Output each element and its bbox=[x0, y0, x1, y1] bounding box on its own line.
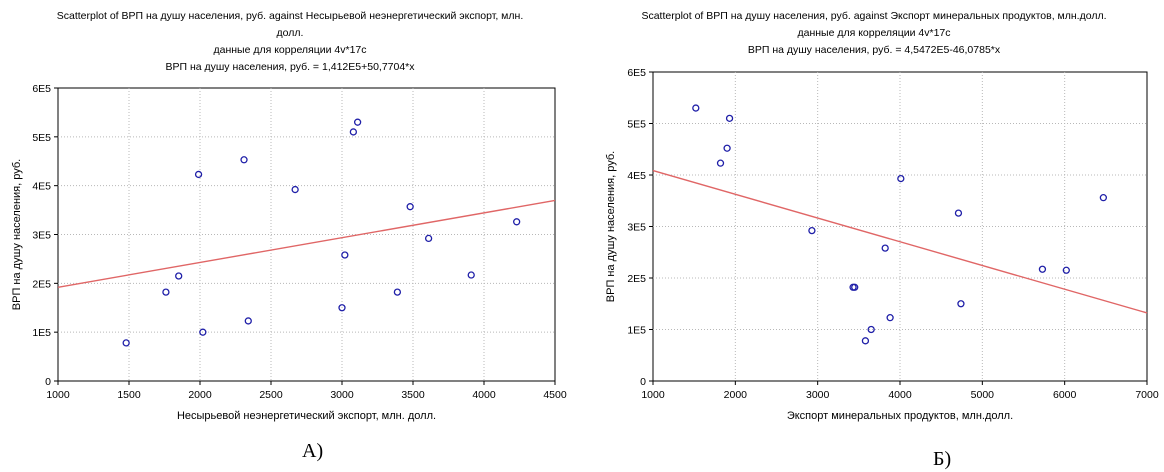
chart-title-block: Scatterplot of ВРП на душу населения, ру… bbox=[584, 8, 1164, 59]
data-point bbox=[513, 218, 521, 226]
y-tick-label: 2E5 bbox=[627, 273, 646, 285]
data-point bbox=[349, 128, 358, 136]
scatterplot-panel-b: Scatterplot of ВРП на душу населения, ру… bbox=[584, 0, 1164, 472]
y-tick-label: 0 bbox=[45, 376, 51, 388]
scatterplot-a-canvas: 1000 1500 2000 2500 3000 3500 4000 4500 0 1E5 2E5 3… bbox=[11, 83, 567, 422]
y-tick-label: 1E5 bbox=[32, 327, 51, 339]
x-tick-label: 2000 bbox=[724, 389, 748, 401]
x-tick-label: 4000 bbox=[888, 389, 912, 401]
data-point bbox=[244, 317, 252, 325]
data-point bbox=[406, 203, 414, 211]
data-point bbox=[424, 234, 433, 243]
x-tick-label: 3500 bbox=[401, 389, 425, 401]
chart-title-block: Scatterplot of ВРП на душу населения, ру… bbox=[0, 8, 580, 76]
y-tick-label: 2E5 bbox=[32, 278, 51, 290]
x-tick-label: 5000 bbox=[971, 389, 995, 401]
y-tick-label: 3E5 bbox=[627, 222, 646, 234]
data-point bbox=[867, 325, 875, 334]
data-point bbox=[467, 271, 475, 279]
y-tick-label: 0 bbox=[640, 376, 646, 388]
data-point bbox=[861, 337, 870, 345]
x-tick-label: 1000 bbox=[46, 389, 70, 401]
regression-line bbox=[57, 199, 556, 288]
y-tick-label: 1E5 bbox=[627, 325, 646, 337]
y-tick-label: 4E5 bbox=[627, 170, 646, 182]
data-point bbox=[725, 114, 734, 122]
data-point bbox=[954, 209, 963, 217]
x-axis-title: Экспорт минеральных продуктов, млн.долл. bbox=[787, 410, 1013, 422]
data-point bbox=[162, 288, 170, 296]
regression-line bbox=[652, 169, 1148, 314]
chart-title-line-2: долл. bbox=[276, 27, 304, 39]
chart-subtitle: данные для корреляции 4v*17c bbox=[797, 27, 951, 39]
x-tick-label: 2000 bbox=[188, 389, 212, 401]
regression-equation: ВРП на душу населения, руб. = 1,412E5+50… bbox=[165, 61, 415, 73]
y-axis-title: ВРП на душу населения, руб. bbox=[605, 151, 617, 302]
regression-equation: ВРП на душу населения, руб. = 4,5472E5-4… bbox=[747, 44, 1001, 56]
x-tick-label: 7000 bbox=[1135, 389, 1159, 401]
data-point bbox=[1038, 265, 1047, 273]
x-tick-label: 6000 bbox=[1053, 389, 1077, 401]
x-tick-label: 1000 bbox=[641, 389, 665, 401]
data-point bbox=[1062, 266, 1070, 274]
data-point bbox=[716, 159, 725, 167]
x-tick-label: 1500 bbox=[117, 389, 141, 401]
y-tick-label: 6E5 bbox=[32, 83, 51, 95]
y-tick-label: 3E5 bbox=[32, 230, 51, 242]
data-point bbox=[338, 304, 346, 312]
data-point bbox=[692, 104, 700, 112]
data-point bbox=[291, 185, 299, 194]
scatterplot-panel-a: Scatterplot of ВРП на душу населения, ру… bbox=[0, 0, 580, 472]
data-point bbox=[897, 174, 905, 183]
y-axis-title: ВРП на душу населения, руб. bbox=[11, 159, 23, 310]
data-point bbox=[240, 156, 248, 164]
data-point bbox=[199, 328, 207, 336]
x-tick-label: 3000 bbox=[806, 389, 830, 401]
panel-caption-a: A) bbox=[302, 440, 324, 462]
data-point bbox=[808, 226, 816, 235]
data-point bbox=[175, 272, 183, 280]
data-point bbox=[723, 144, 731, 152]
data-point bbox=[1099, 194, 1108, 202]
data-point bbox=[957, 300, 965, 308]
data-point bbox=[881, 244, 889, 252]
x-axis-title: Несырьевой неэнергетический экспорт, млн… bbox=[177, 410, 436, 422]
data-point bbox=[341, 251, 349, 259]
panel-caption-b: Б) bbox=[933, 448, 952, 470]
data-point bbox=[393, 288, 402, 296]
y-tick-label: 5E5 bbox=[32, 132, 51, 144]
data-point bbox=[851, 283, 859, 291]
x-tick-label: 3000 bbox=[330, 389, 354, 401]
data-point bbox=[353, 118, 362, 126]
chart-title-line-1: Scatterplot of ВРП на душу населения, ру… bbox=[56, 10, 524, 22]
y-tick-label: 5E5 bbox=[627, 119, 646, 131]
x-tick-label: 2500 bbox=[259, 389, 283, 401]
x-tick-label: 4500 bbox=[543, 389, 567, 401]
chart-title-line-1: Scatterplot of ВРП на душу населения, ру… bbox=[641, 10, 1107, 22]
plot-frame bbox=[57, 87, 556, 382]
x-tick-label: 4000 bbox=[472, 389, 496, 401]
data-point bbox=[886, 314, 894, 322]
data-point bbox=[122, 339, 130, 347]
scatterplot-b-canvas: 1000 2000 3000 4000 5000 6000 7000 0 1E5 2E5 3E5 4E… bbox=[605, 67, 1159, 422]
y-tick-label: 4E5 bbox=[32, 181, 51, 193]
data-point bbox=[194, 170, 203, 179]
y-tick-label: 6E5 bbox=[627, 67, 646, 79]
chart-subtitle: данные для корреляции 4v*17c bbox=[213, 44, 367, 56]
